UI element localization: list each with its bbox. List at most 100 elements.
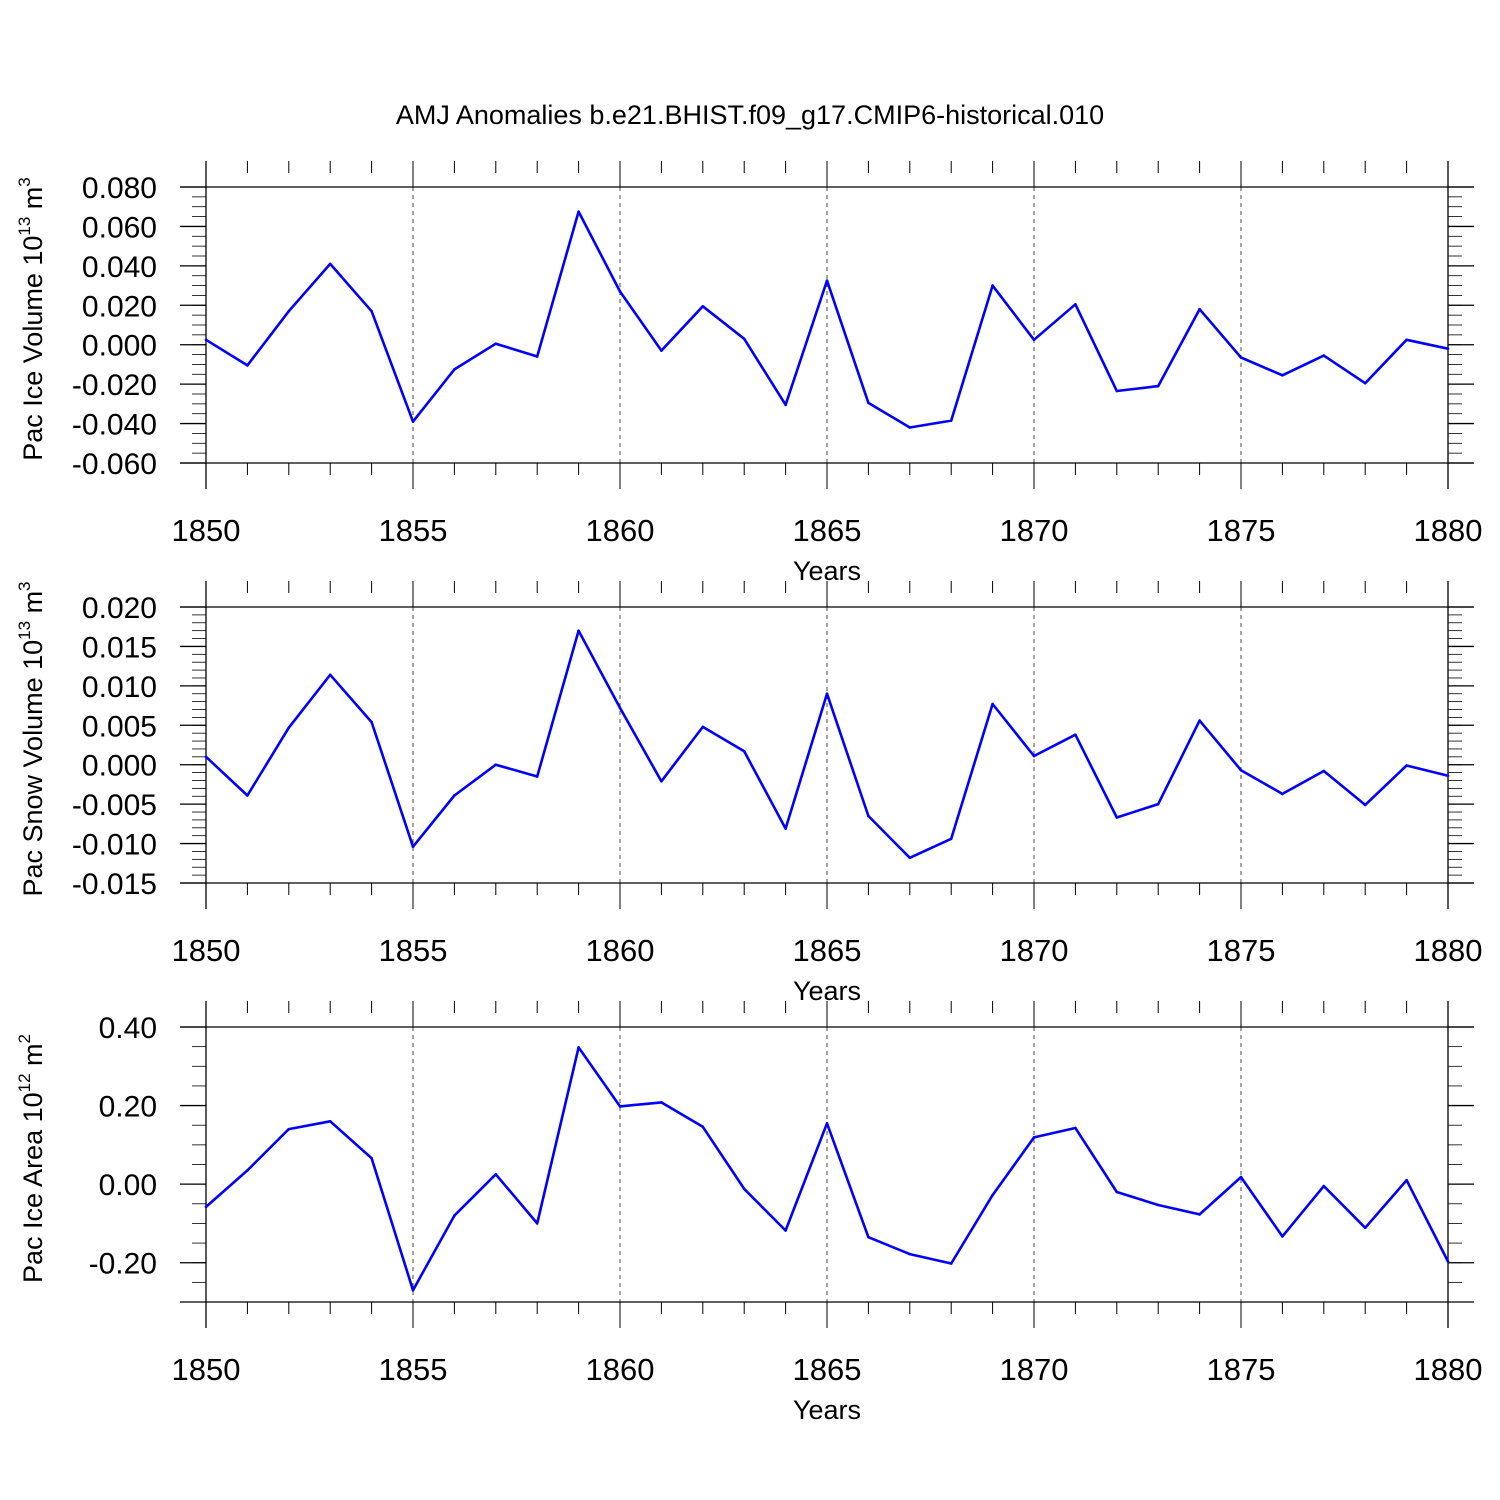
snow-volume-ytick-label: 0.005 bbox=[82, 710, 157, 743]
snow-volume-data-point-1861 bbox=[660, 779, 663, 783]
ice-area-data-point-1866 bbox=[867, 1235, 870, 1239]
snow-volume-data-point-1868 bbox=[949, 837, 953, 841]
snow-volume-xtick-label: 1875 bbox=[1207, 933, 1276, 968]
ice-area-data-point-1858 bbox=[535, 1222, 539, 1225]
ice-volume-y-title-exp2: 3 bbox=[15, 177, 34, 186]
ice-area-data-point-1862 bbox=[701, 1125, 705, 1129]
snow-volume-ytick-label: -0.015 bbox=[72, 868, 157, 901]
snow-volume-data-point-1875 bbox=[1239, 768, 1243, 772]
panel-ice-area: -0.20 0.00 0.20 0.40 1850 1855 1860 1865 1870 187… bbox=[15, 1001, 1482, 1425]
ice-area-ytick-label: -0.20 bbox=[89, 1248, 157, 1281]
ice-area-xtick-label: 1865 bbox=[793, 1352, 862, 1387]
snow-volume-data-point-1865 bbox=[825, 692, 829, 696]
ice-volume-xtick-label: 1865 bbox=[793, 513, 862, 548]
snow-volume-xtick-label: 1850 bbox=[172, 933, 241, 968]
ice-volume-y-title-exp1: 13 bbox=[15, 217, 34, 236]
snow-volume-data-point-1858 bbox=[535, 775, 539, 778]
ice-volume-data-point-1874 bbox=[1198, 307, 1201, 311]
snow-volume-ytick-label: 0.020 bbox=[82, 592, 157, 625]
ice-volume-ytick-label: 0.080 bbox=[82, 172, 157, 205]
ice-area-xtick-label: 1850 bbox=[172, 1352, 241, 1387]
ice-area-xtick-label: 1870 bbox=[1000, 1352, 1069, 1387]
ice-volume-data-point-1859 bbox=[577, 210, 580, 213]
ice-volume-data-point-1868 bbox=[949, 419, 953, 422]
snow-volume-ytick-label: 0.000 bbox=[82, 750, 157, 783]
ice-volume-data-point-1863 bbox=[742, 337, 746, 341]
ice-volume-y-axis-title: Pac Ice Volume 1013 m3 bbox=[15, 177, 48, 461]
ice-volume-ytick-label: 0.020 bbox=[82, 290, 157, 323]
ice-volume-xtick-label: 1855 bbox=[379, 513, 448, 548]
figure-title: AMJ Anomalies b.e21.BHIST.f09_g17.CMIP6-… bbox=[396, 100, 1104, 130]
snow-volume-xtick-label: 1865 bbox=[793, 933, 862, 968]
ice-area-y-title-exp1: 12 bbox=[15, 1073, 34, 1092]
ice-volume-data-point-1860 bbox=[618, 290, 622, 293]
ice-area-data-point-1875 bbox=[1239, 1175, 1243, 1179]
ice-area-data-point-1867 bbox=[908, 1252, 912, 1256]
ice-area-data-point-1877 bbox=[1322, 1184, 1326, 1188]
snow-volume-data-point-1870 bbox=[1032, 754, 1036, 758]
snow-volume-ytick-label: 0.015 bbox=[82, 631, 157, 664]
ice-area-data-point-1872 bbox=[1115, 1190, 1119, 1194]
snow-volume-ytick-label: 0.010 bbox=[82, 671, 157, 704]
ice-area-x-axis-title: Years bbox=[793, 1395, 861, 1425]
snow-volume-y-title-mid: m bbox=[18, 591, 48, 621]
ice-volume-ytick-label: -0.020 bbox=[72, 369, 157, 402]
ice-area-y-title-base: Pac Ice Area 10 bbox=[18, 1092, 48, 1283]
ice-volume-data-point-1873 bbox=[1156, 384, 1160, 388]
ice-volume-data-point-1878 bbox=[1363, 381, 1367, 385]
ice-volume-ytick-label: -0.060 bbox=[72, 448, 157, 481]
ice-volume-data-point-1872 bbox=[1115, 389, 1119, 393]
ice-volume-data-point-1858 bbox=[535, 355, 539, 358]
snow-volume-data-point-1877 bbox=[1322, 769, 1326, 773]
ice-area-data-point-1879 bbox=[1405, 1178, 1408, 1182]
ice-volume-data-point-1854 bbox=[370, 309, 373, 313]
ice-volume-data-point-1853 bbox=[328, 262, 332, 266]
snow-volume-data-point-1853 bbox=[328, 673, 332, 677]
ice-area-data-point-1865 bbox=[825, 1121, 829, 1125]
ice-volume-data-point-1864 bbox=[784, 403, 787, 407]
ice-volume-ytick-label: 0.060 bbox=[82, 211, 157, 244]
ice-volume-data-point-1852 bbox=[287, 309, 291, 313]
snow-volume-data-point-1880 bbox=[1446, 774, 1450, 778]
snow-volume-ytick-label: -0.010 bbox=[72, 829, 157, 862]
ice-volume-ytick-label: 0.040 bbox=[82, 251, 157, 284]
ice-volume-data-point-1867 bbox=[908, 426, 912, 429]
ice-area-data-point-1878 bbox=[1363, 1226, 1367, 1230]
ice-volume-data-point-1851 bbox=[246, 364, 249, 367]
ice-area-data-point-1853 bbox=[328, 1119, 332, 1123]
ice-volume-data-point-1880 bbox=[1446, 347, 1450, 350]
ice-volume-data-point-1855 bbox=[411, 420, 415, 423]
ice-volume-data-point-1875 bbox=[1239, 356, 1243, 359]
ice-area-y-title-mid: m bbox=[18, 1043, 48, 1073]
ice-area-data-point-1864 bbox=[784, 1229, 787, 1232]
snow-volume-data-point-1878 bbox=[1363, 803, 1367, 807]
ice-area-data-point-1874 bbox=[1198, 1213, 1201, 1216]
snow-volume-data-point-1864 bbox=[784, 827, 787, 830]
ice-area-xtick-label: 1855 bbox=[379, 1352, 448, 1387]
panel-snow-volume: -0.015 -0.010 -0.005 0.000 0.005 0.010 0.015 0.… bbox=[15, 581, 1482, 1006]
ice-volume-data-point-1862 bbox=[701, 304, 705, 308]
ice-volume-data-point-1879 bbox=[1405, 338, 1408, 342]
snow-volume-xtick-label: 1870 bbox=[1000, 933, 1069, 968]
ice-area-data-point-1871 bbox=[1074, 1126, 1077, 1130]
ice-area-data-point-1859 bbox=[577, 1046, 580, 1049]
snow-volume-data-point-1856 bbox=[453, 794, 456, 797]
ice-area-data-point-1860 bbox=[618, 1105, 622, 1108]
ice-volume-data-point-1871 bbox=[1074, 303, 1077, 306]
ice-area-data-point-1876 bbox=[1281, 1235, 1284, 1238]
ice-area-data-point-1869 bbox=[991, 1193, 994, 1197]
ice-volume-data-point-1857 bbox=[494, 342, 498, 346]
ice-area-data-point-1857 bbox=[494, 1173, 498, 1176]
ice-volume-data-point-1861 bbox=[660, 349, 663, 352]
snow-volume-data-point-1852 bbox=[287, 726, 291, 729]
panel-ice-volume: -0.060 -0.040 -0.020 0.000 0.020 0.040 0.060 0.… bbox=[15, 161, 1482, 586]
snow-volume-data-point-1850 bbox=[204, 755, 208, 759]
ice-volume-ytick-label: 0.000 bbox=[82, 330, 157, 363]
snow-volume-xtick-label: 1860 bbox=[586, 933, 655, 968]
snow-volume-data-point-1860 bbox=[618, 706, 622, 710]
snow-volume-data-point-1863 bbox=[742, 750, 746, 753]
snow-volume-xtick-label: 1880 bbox=[1414, 933, 1483, 968]
ice-area-data-point-1868 bbox=[949, 1262, 953, 1265]
snow-volume-data-point-1862 bbox=[701, 725, 705, 729]
